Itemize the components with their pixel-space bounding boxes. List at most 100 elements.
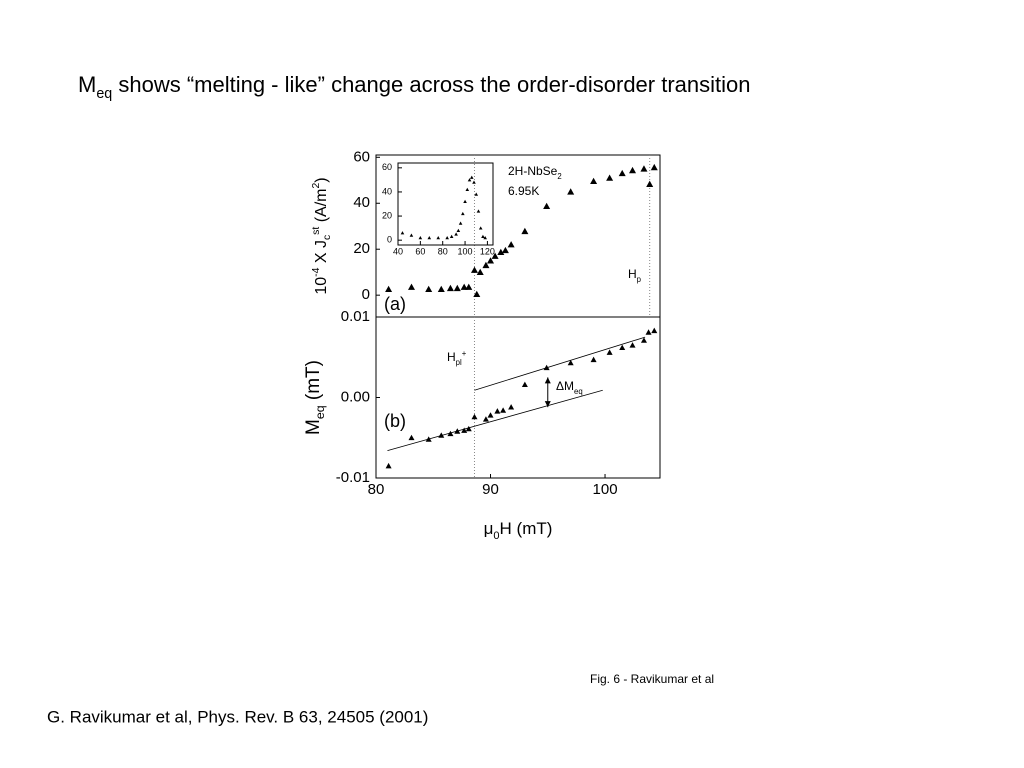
arrow-head [544, 401, 551, 408]
y-axis-label: Meq (mT) [303, 360, 327, 435]
text-part: p [637, 275, 642, 284]
y-axis-label: 10-4 X Jcst (A/m2) [311, 177, 333, 294]
data-point [508, 404, 515, 410]
data-point [476, 209, 481, 213]
data-point [521, 381, 528, 388]
data-point [436, 235, 441, 240]
data-point [494, 408, 501, 414]
panel-label: (b) [384, 411, 406, 431]
data-point [456, 228, 461, 232]
data-point [606, 349, 613, 355]
y-tick-label: 0.00 [341, 388, 370, 405]
text-part: shows “melting - like” change across the… [112, 72, 750, 97]
data-point [418, 235, 423, 240]
data-point [543, 364, 550, 371]
fit-line [474, 336, 646, 391]
data-point [640, 165, 648, 172]
data-point [606, 174, 614, 181]
data-point [460, 283, 468, 290]
data-point [400, 231, 405, 235]
data-point [646, 180, 654, 187]
y-tick-label: 60 [353, 148, 370, 165]
text-part: ΔM [556, 379, 574, 393]
text-part: 2H-NbSe [508, 164, 558, 178]
text-part: H [447, 350, 456, 364]
text-part: + [462, 349, 467, 358]
plot-frame [397, 162, 494, 246]
data-point [543, 202, 551, 210]
text-part: μ [484, 519, 494, 538]
text-part: M [78, 72, 96, 97]
data-point [465, 187, 470, 191]
data-point [449, 234, 454, 238]
plot-frame [375, 316, 661, 479]
data-point [408, 434, 415, 441]
arrow-head [544, 377, 551, 384]
text-part: ) [313, 177, 330, 182]
data-point [629, 166, 637, 174]
data-point [447, 430, 454, 437]
data-point [465, 425, 472, 432]
data-point [463, 199, 467, 204]
data-point [465, 283, 473, 290]
data-point [478, 226, 483, 230]
y-tick-label: 40 [353, 194, 370, 211]
y-tick-label: 0 [387, 235, 392, 245]
fit-line [387, 389, 603, 452]
data-point [453, 284, 461, 292]
data-point [629, 342, 636, 348]
data-point [482, 261, 490, 269]
data-point [437, 285, 445, 292]
data-point [640, 337, 647, 343]
data-point [619, 344, 626, 350]
y-tick-label: 40 [382, 186, 392, 196]
x-tick-label: 80 [368, 481, 385, 498]
text-part: 10 [313, 277, 330, 295]
data-point [487, 412, 494, 418]
text-part: st [311, 227, 322, 235]
data-point [491, 252, 499, 259]
data-point [445, 235, 449, 240]
text-part: 2 [557, 172, 561, 181]
data-point [458, 221, 463, 225]
panel-label: (a) [384, 294, 406, 314]
text-part: M [303, 419, 324, 435]
x-axis-label: μ0H (mT) [484, 519, 553, 541]
hp-label: Hp [628, 267, 642, 283]
text-part: -4 [311, 267, 322, 276]
data-point [497, 248, 505, 255]
data-point [651, 327, 658, 334]
y-tick-label: 20 [353, 240, 370, 257]
text-part: eq [313, 405, 327, 419]
data-point [645, 329, 652, 335]
text-part: H (mT) [500, 519, 553, 538]
x-tick-label: 120 [480, 247, 495, 257]
hpl-label: Hpl+ [447, 349, 467, 367]
data-point [425, 285, 433, 292]
data-point [438, 432, 445, 438]
temperature-label: 6.95K [508, 184, 539, 198]
data-point [427, 235, 432, 240]
sample-label: 2H-NbSe2 [508, 164, 562, 180]
y-tick-label: 0 [362, 286, 370, 303]
text-part: H [628, 267, 637, 281]
delta-label: ΔMeq [556, 379, 583, 395]
data-point [472, 180, 476, 184]
text-part: (mT) [303, 360, 324, 405]
figure-caption: Fig. 6 - Ravikumar et al [590, 672, 714, 686]
text-part: c [322, 235, 333, 240]
data-point [385, 285, 393, 292]
data-point [487, 257, 495, 264]
x-tick-label: 100 [458, 247, 473, 257]
citation: G. Ravikumar et al, Phys. Rev. B 63, 245… [47, 707, 428, 726]
data-point [590, 356, 597, 363]
data-point [482, 416, 489, 422]
text-part: 2 [311, 182, 322, 188]
text-part: eq [574, 387, 583, 396]
data-point [409, 233, 414, 237]
data-point [483, 235, 487, 240]
x-tick-label: 90 [482, 481, 499, 498]
data-point [454, 232, 458, 236]
data-point [425, 436, 432, 442]
